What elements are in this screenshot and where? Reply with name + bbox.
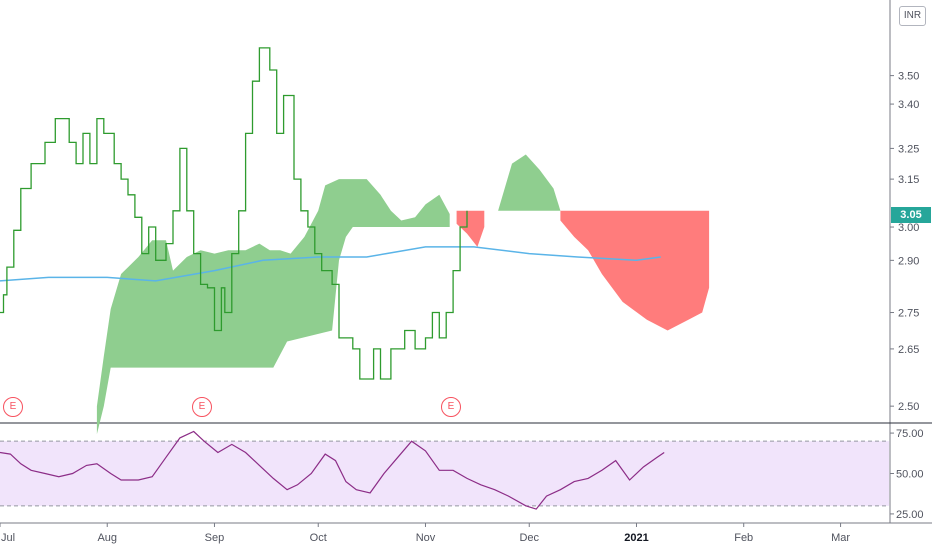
time-tick-label: Oct [310,532,327,544]
price-tick-label: 2.75 [898,308,919,320]
earnings-event-marker[interactable]: E [441,397,461,417]
time-tick-label: Jul [1,532,15,544]
rsi-band [0,441,889,506]
cloud-main [96,179,450,435]
time-tick-label: Aug [97,532,117,544]
time-tick-label: Mar [831,532,850,544]
price-tick-label: 2.90 [898,255,919,267]
price-tick-label: 3.50 [898,71,919,83]
rsi-axis-ticks[interactable]: 75.00 50.00 25.00 [890,428,924,521]
price-tick-label: 3.25 [898,143,919,155]
time-tick-label: 2021 [624,532,648,544]
earnings-event-marker[interactable]: E [3,397,23,417]
time-tick-label: Nov [416,532,436,544]
ichimoku-cloud [96,154,710,435]
time-axis-ticks[interactable]: Jul Aug Sep Oct Nov Dec 2021 Feb Mar [0,523,850,544]
cloud-bear [456,210,485,247]
cloud-bull [498,154,561,211]
price-tick-label: 3.15 [898,174,919,186]
price-tick-label: 3.40 [898,99,919,111]
time-tick-label: Sep [205,532,225,544]
currency-button[interactable]: INR [899,6,926,26]
rsi-tick-label: 75.00 [896,428,924,440]
price-step-line [0,47,468,380]
cloud-bear [560,210,710,331]
rsi-line [0,430,665,510]
price-axis-ticks[interactable]: 3.50 3.40 3.25 3.15 3.00 2.90 2.75 2.65 2.50 [890,71,919,414]
earnings-event-marker[interactable]: E [192,397,212,417]
price-tick-label: 2.50 [898,401,919,413]
last-price-badge: 3.05 [891,207,931,223]
time-tick-label: Dec [519,532,539,544]
rsi-tick-label: 25.00 [896,509,924,521]
rsi-tick-label: 50.00 [896,469,924,481]
moving-average-line [0,246,661,282]
price-tick-label: 3.00 [898,222,919,234]
time-tick-label: Feb [734,532,753,544]
price-tick-label: 2.65 [898,344,919,356]
